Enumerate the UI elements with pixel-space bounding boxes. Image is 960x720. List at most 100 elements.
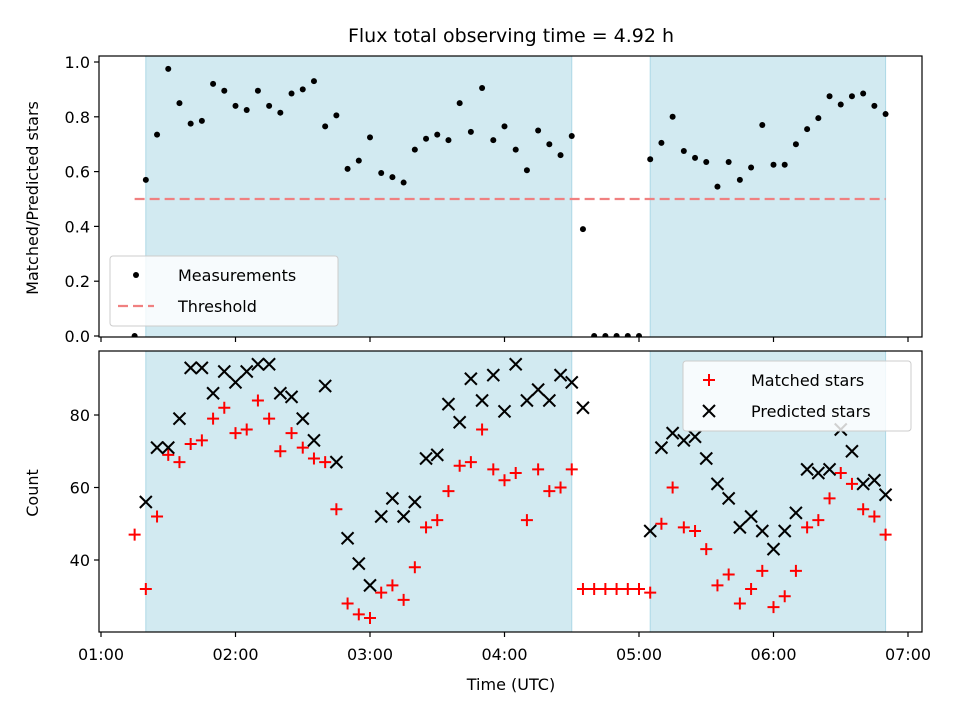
matched-star-point (464, 456, 477, 469)
measurement-point (165, 65, 172, 72)
matched-star-point (128, 528, 141, 541)
matched-star-point (195, 434, 208, 447)
x-tick-label: 07:00 (885, 645, 931, 664)
predicted-star-point (542, 393, 557, 408)
measurement-point (322, 123, 329, 130)
matched-star-point (420, 521, 433, 534)
predicted-star-point (520, 393, 534, 408)
legend-box (109, 255, 339, 327)
measurement-point (725, 159, 732, 166)
predicted-star-point (307, 433, 321, 448)
measurement-point (871, 102, 878, 109)
measurement-point (288, 90, 295, 97)
matched-star-point (408, 561, 421, 574)
matched-star-point (655, 517, 668, 530)
matched-star-point (151, 510, 164, 523)
predicted-star-point (284, 390, 299, 404)
measurement-point (423, 135, 430, 142)
matched-star-point (251, 394, 264, 407)
matched-star-point (352, 608, 365, 621)
predicted-star-point (262, 357, 276, 371)
matched-star-point (218, 401, 231, 414)
predicted-star-point (150, 440, 164, 455)
measurement-point (882, 111, 889, 118)
measurement-point (355, 157, 362, 164)
predicted-star-point (430, 448, 444, 462)
legend-symbol (702, 404, 716, 418)
predicted-star-point (710, 477, 725, 491)
matched-star-point (431, 514, 444, 527)
matched-star-point (554, 481, 567, 494)
measurement-point (602, 333, 609, 337)
legend: Matched stars Predicted stars (682, 360, 912, 432)
x-tick-label: 04:00 (481, 645, 527, 664)
matched-star-point (341, 597, 354, 610)
matched-star-point (733, 597, 746, 610)
measurement-point (479, 85, 486, 92)
matched-star-point (453, 459, 466, 472)
y-tick-label: 1.0 (65, 53, 90, 72)
predicted-star-point (464, 372, 478, 386)
measurement-point (781, 161, 788, 168)
panel-ratio: 0.0 0.2 0.4 0.6 0.8 1.0 Measurements Threshold (65, 53, 923, 346)
measurement-point (759, 122, 766, 129)
predicted-star-point (721, 491, 736, 506)
predicted-star-point (374, 509, 388, 524)
predicted-star-point (654, 440, 669, 455)
x-tick-label: 01:00 (78, 645, 124, 664)
measurement-point (176, 100, 183, 107)
predicted-star-point (486, 368, 500, 382)
predicted-star-point (183, 361, 198, 375)
x-axis-label: Time (UTC) (466, 675, 555, 694)
measurement-point (299, 86, 306, 93)
matched-star-point (868, 510, 881, 523)
predicted-star-point (665, 426, 680, 440)
matched-star-point (666, 481, 679, 494)
measurement-point (333, 112, 340, 119)
predicted-star-point (475, 393, 489, 408)
measurement-point (142, 176, 149, 183)
predicted-star-point (867, 473, 882, 487)
predicted-star-point (206, 386, 220, 400)
matched-star-point (139, 583, 152, 595)
measurement-point (736, 176, 743, 183)
predicted-star-point (195, 361, 209, 375)
predicted-star-point (161, 440, 175, 455)
plot-frame (98, 350, 923, 633)
measurement-point (535, 127, 542, 134)
measurement-point (456, 100, 463, 107)
predicted-star-point (878, 488, 893, 502)
measurement-point (154, 131, 161, 138)
measurement-point (378, 169, 385, 176)
matched-star-point (532, 463, 545, 476)
predicted-star-point (340, 531, 355, 545)
matched-star-point (330, 503, 343, 516)
matched-star-point (588, 583, 601, 595)
matched-star-point (476, 423, 489, 436)
matched-star-point (184, 438, 197, 450)
measurement-point (501, 123, 508, 130)
predicted-star-point (228, 375, 243, 390)
measurement-point (131, 333, 138, 337)
measurement-point (254, 87, 261, 94)
matched-star-point (565, 463, 578, 476)
matched-star-point (834, 467, 847, 479)
matched-star-point (162, 448, 175, 461)
predicted-star-point (733, 520, 747, 535)
measurement-point (591, 333, 598, 337)
measurement-point (826, 93, 833, 100)
measurement-point (198, 117, 205, 124)
predicted-star-point (845, 444, 859, 458)
predicted-star-point (318, 379, 332, 393)
x-tick-label: 06:00 (750, 645, 796, 664)
measurement-point (210, 80, 217, 87)
y-axis-label-count: Count (23, 469, 42, 517)
predicted-star-point (217, 364, 231, 379)
measurement-point (748, 164, 755, 171)
matched-star-point (240, 423, 253, 436)
matched-star-point (274, 445, 287, 458)
matched-star-point (845, 477, 858, 490)
measurement-point (277, 109, 284, 116)
matched-star-point (498, 474, 511, 487)
measurement-point (613, 333, 620, 337)
